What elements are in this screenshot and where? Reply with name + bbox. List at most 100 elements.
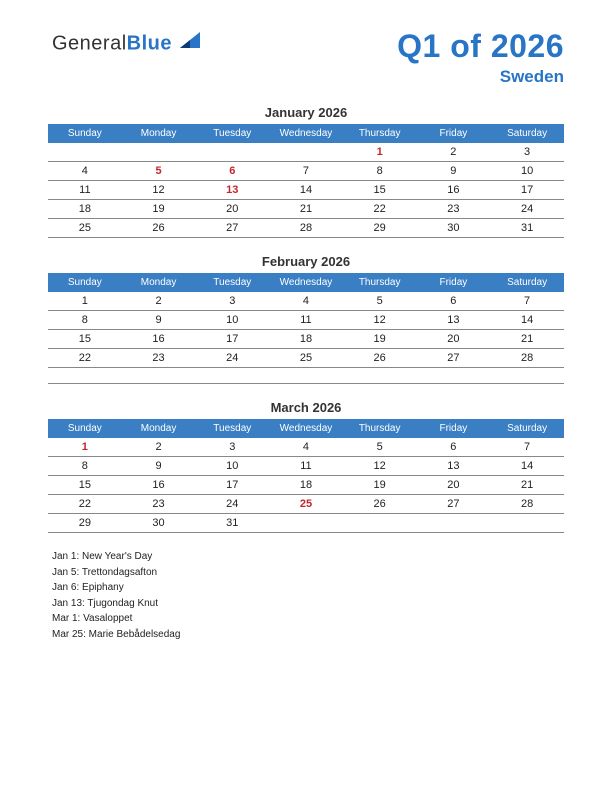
logo: GeneralBlue <box>52 32 202 56</box>
weekday-header: Saturday <box>490 124 564 143</box>
calendar-cell: 13 <box>417 311 491 330</box>
calendar-cell: 6 <box>417 292 491 311</box>
calendar-cell <box>490 368 564 384</box>
calendar-cell: 7 <box>269 162 343 181</box>
month-block: January 2026SundayMondayTuesdayWednesday… <box>48 105 564 238</box>
calendar-cell: 11 <box>269 311 343 330</box>
calendar-row: 18192021222324 <box>48 200 564 219</box>
calendar-cell <box>269 514 343 533</box>
calendar-cell: 8 <box>48 457 122 476</box>
calendar-cell: 19 <box>122 200 196 219</box>
calendar-cell <box>490 514 564 533</box>
calendar-cell: 3 <box>195 438 269 457</box>
calendar-row: 15161718192021 <box>48 476 564 495</box>
calendar-cell: 30 <box>417 219 491 238</box>
calendar-cell: 14 <box>490 457 564 476</box>
calendar-cell: 10 <box>195 457 269 476</box>
calendar-table: SundayMondayTuesdayWednesdayThursdayFrid… <box>48 273 564 384</box>
weekday-header: Saturday <box>490 419 564 438</box>
calendar-cell: 17 <box>490 181 564 200</box>
calendar-cell: 13 <box>417 457 491 476</box>
weekday-header: Saturday <box>490 273 564 292</box>
calendar-cell <box>269 143 343 162</box>
calendar-cell: 9 <box>122 311 196 330</box>
calendar-cell: 9 <box>122 457 196 476</box>
weekday-header: Monday <box>122 273 196 292</box>
calendar-row: 15161718192021 <box>48 330 564 349</box>
logo-sail-icon <box>180 32 202 56</box>
calendar-cell <box>417 514 491 533</box>
month-title: January 2026 <box>48 105 564 120</box>
calendar-cell <box>195 143 269 162</box>
holiday-line: Jan 5: Trettondagsafton <box>52 565 564 581</box>
weekday-header: Wednesday <box>269 273 343 292</box>
calendar-cell: 20 <box>195 200 269 219</box>
weekday-header: Thursday <box>343 273 417 292</box>
calendar-cell: 12 <box>343 311 417 330</box>
calendar-cell: 22 <box>48 349 122 368</box>
weekday-header: Friday <box>417 419 491 438</box>
weekday-header: Tuesday <box>195 419 269 438</box>
calendar-cell: 24 <box>195 495 269 514</box>
weekday-header: Thursday <box>343 124 417 143</box>
calendar-cell <box>343 514 417 533</box>
calendar-cell: 5 <box>122 162 196 181</box>
weekday-header: Friday <box>417 273 491 292</box>
calendar-cell <box>195 368 269 384</box>
calendar-cell: 25 <box>48 219 122 238</box>
calendar-cell: 16 <box>417 181 491 200</box>
calendar-cell: 23 <box>122 495 196 514</box>
calendar-cell: 19 <box>343 476 417 495</box>
calendar-cell: 8 <box>343 162 417 181</box>
calendar-row: 25262728293031 <box>48 219 564 238</box>
calendar-cell: 2 <box>122 438 196 457</box>
calendar-row: 123 <box>48 143 564 162</box>
calendar-row: 1234567 <box>48 438 564 457</box>
holiday-line: Mar 1: Vasaloppet <box>52 611 564 627</box>
calendar-cell: 17 <box>195 330 269 349</box>
calendar-cell: 12 <box>343 457 417 476</box>
calendar-cell: 21 <box>490 330 564 349</box>
calendar-cell: 29 <box>343 219 417 238</box>
calendar-cell: 16 <box>122 330 196 349</box>
calendar-cell: 20 <box>417 476 491 495</box>
calendar-row: 22232425262728 <box>48 495 564 514</box>
calendar-cell: 7 <box>490 438 564 457</box>
calendar-cell: 26 <box>122 219 196 238</box>
weekday-header: Tuesday <box>195 273 269 292</box>
calendar-cell: 18 <box>48 200 122 219</box>
month-title: February 2026 <box>48 254 564 269</box>
calendar-cell: 1 <box>343 143 417 162</box>
calendar-cell: 14 <box>490 311 564 330</box>
calendar-cell: 9 <box>417 162 491 181</box>
calendar-cell <box>343 368 417 384</box>
calendar-cell: 29 <box>48 514 122 533</box>
calendar-cell: 28 <box>269 219 343 238</box>
weekday-header: Friday <box>417 124 491 143</box>
calendar-cell: 1 <box>48 292 122 311</box>
calendar-cell: 28 <box>490 495 564 514</box>
calendar-cell: 2 <box>122 292 196 311</box>
calendar-cell: 28 <box>490 349 564 368</box>
calendar-cell <box>48 368 122 384</box>
calendar-cell: 18 <box>269 330 343 349</box>
calendar-cell: 23 <box>122 349 196 368</box>
calendar-table: SundayMondayTuesdayWednesdayThursdayFrid… <box>48 419 564 533</box>
calendar-row: 891011121314 <box>48 457 564 476</box>
calendar-row: 1234567 <box>48 292 564 311</box>
calendar-cell <box>417 368 491 384</box>
calendar-cell: 19 <box>343 330 417 349</box>
calendar-cell: 15 <box>48 476 122 495</box>
calendar-cell: 15 <box>343 181 417 200</box>
calendar-cell <box>48 143 122 162</box>
calendar-row: 891011121314 <box>48 311 564 330</box>
calendar-cell: 24 <box>490 200 564 219</box>
weekday-header: Sunday <box>48 273 122 292</box>
calendar-cell: 3 <box>195 292 269 311</box>
holiday-line: Jan 1: New Year's Day <box>52 549 564 565</box>
calendar-cell: 27 <box>195 219 269 238</box>
calendar-cell: 13 <box>195 181 269 200</box>
month-block: March 2026SundayMondayTuesdayWednesdayTh… <box>48 400 564 533</box>
page-subtitle: Sweden <box>48 67 564 87</box>
holiday-line: Jan 6: Epiphany <box>52 580 564 596</box>
